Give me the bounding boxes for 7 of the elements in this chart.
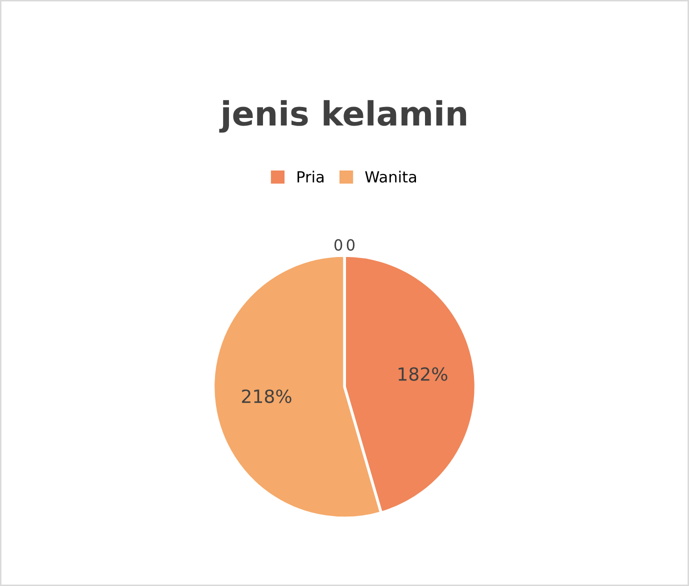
data-label: 182% [398,367,448,381]
chart-title: jenis kelamin [219,100,466,133]
legend-label: Wanita [365,170,416,183]
text: 0 [346,239,355,251]
legend-label: Pria [298,170,324,183]
data-label: 218% [242,389,292,404]
text: 0 [334,239,342,251]
